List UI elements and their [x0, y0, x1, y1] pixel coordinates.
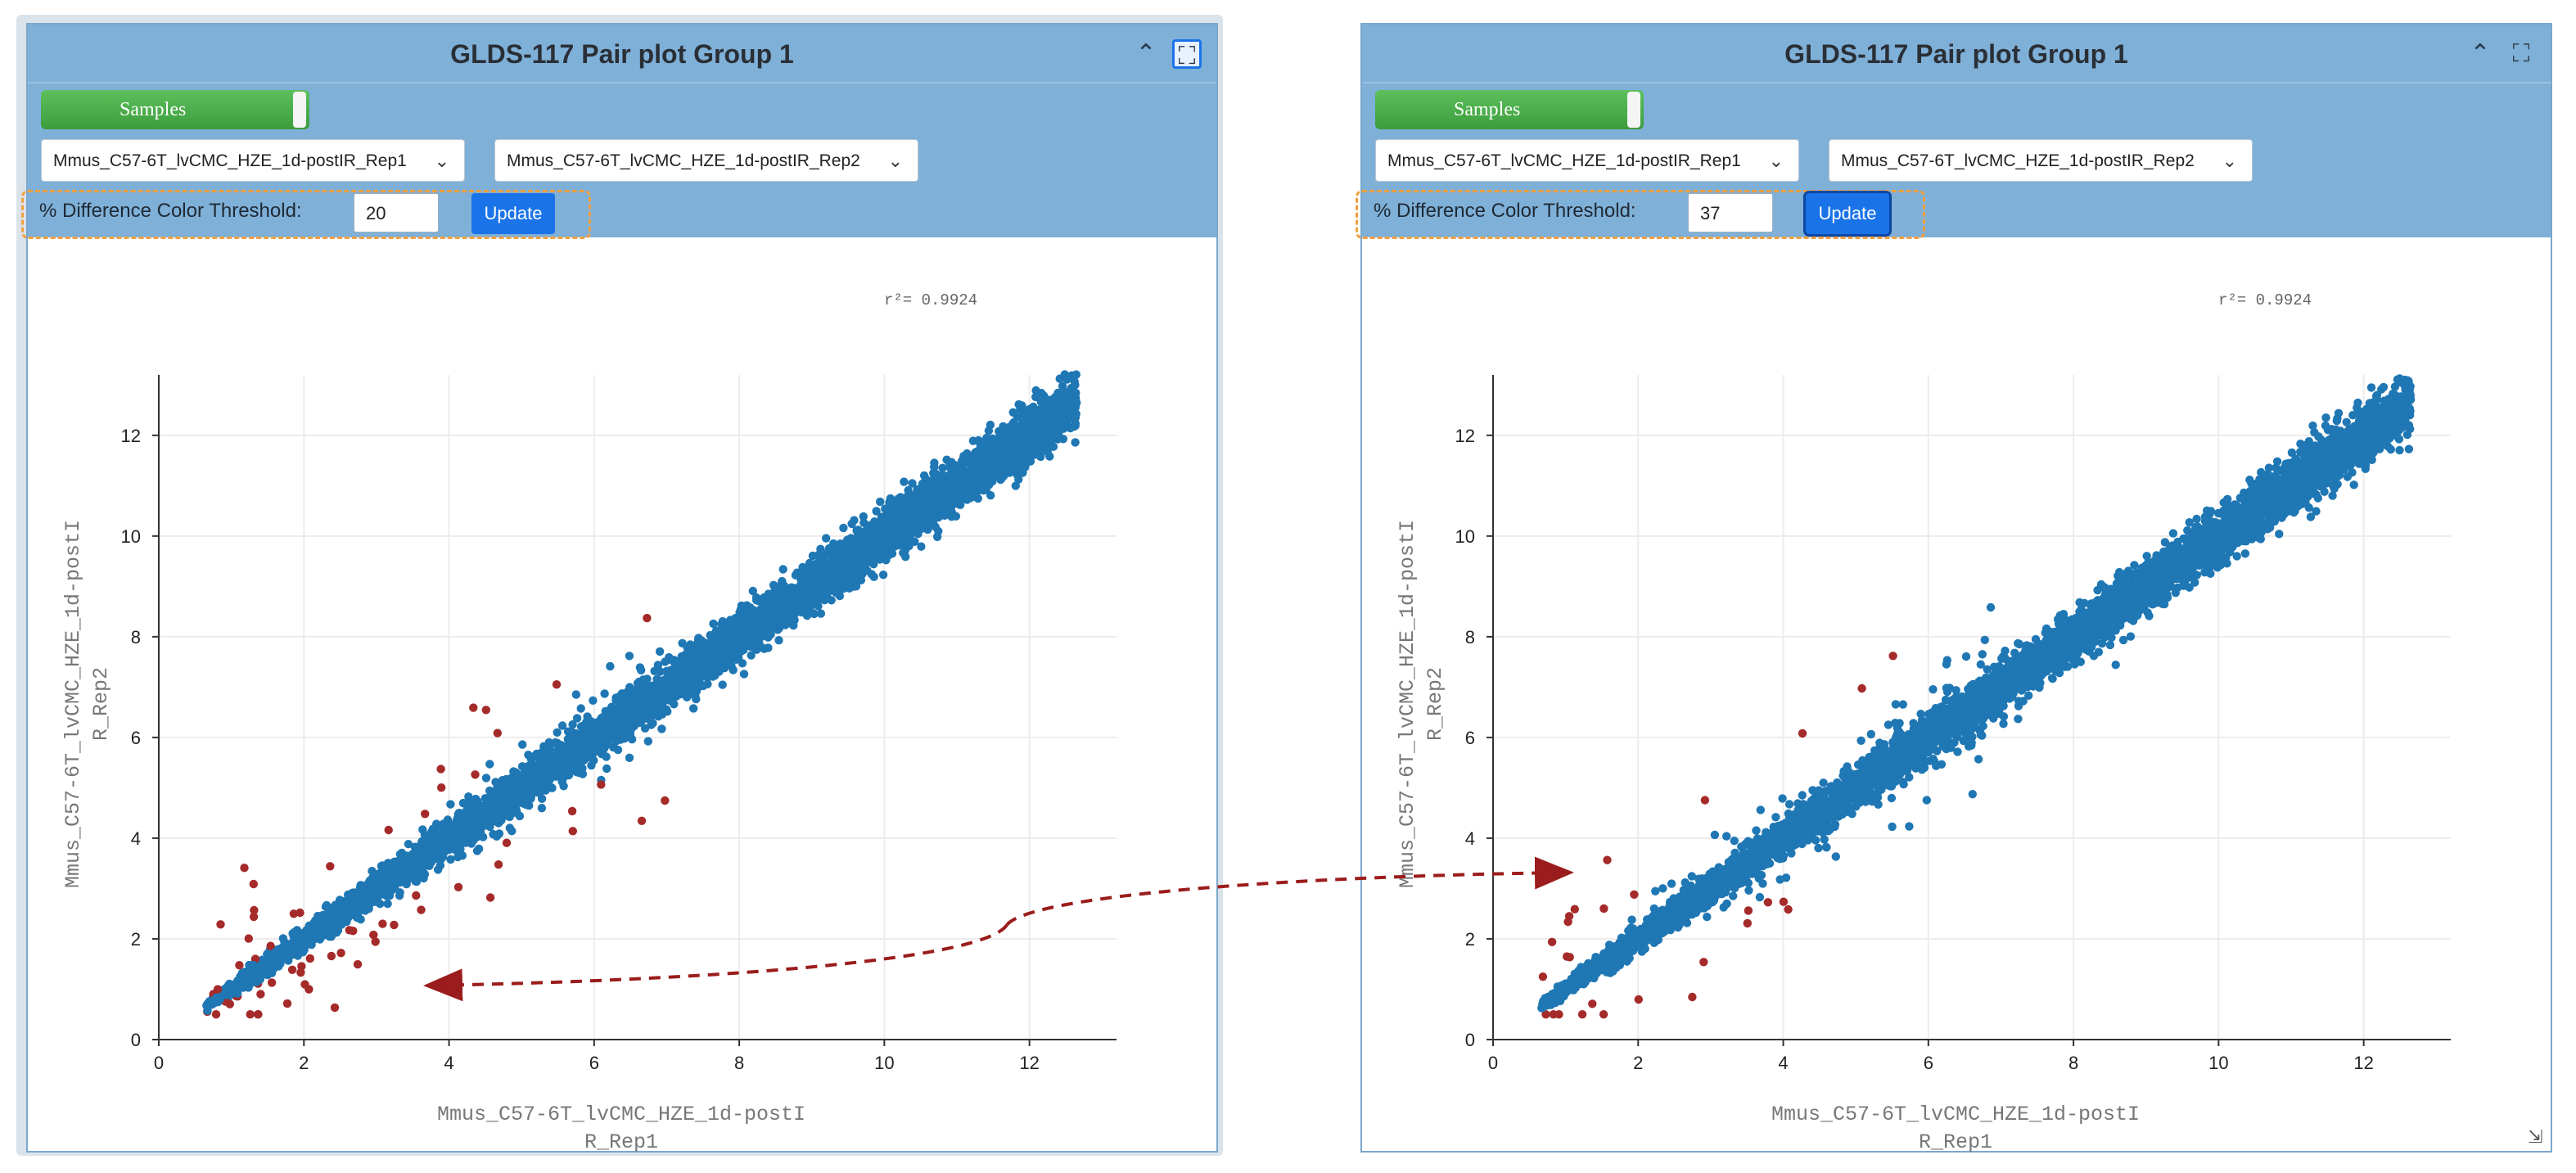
y-tick-label: 12: [121, 426, 141, 446]
r-squared-label: r²= 0.9924: [884, 291, 977, 309]
scatter-point: [769, 580, 778, 589]
y-tick-label: 8: [131, 627, 141, 647]
pair-plot-panel-1: GLDS-117 Pair plot Group 1 ⌃ ⛶ Samples M…: [21, 23, 1218, 1153]
scatter-points: [202, 370, 1081, 1019]
scatter-point: [589, 696, 598, 705]
scatter-point: [576, 704, 585, 713]
scatter-point: [1071, 438, 1080, 447]
threshold-label: % Difference Color Threshold:: [39, 200, 302, 222]
controls-bar: Samples Mmus_C57-6T_lvCMC_HZE_1d-postIR_…: [21, 83, 1216, 239]
x-tick-label: 8: [734, 1053, 744, 1073]
sample-y-select[interactable]: Mmus_C57-6T_lvCMC_HZE_1d-postIR_Rep2 ⌄: [494, 139, 918, 182]
panel-title: GLDS-117 Pair plot Group 1: [450, 39, 794, 69]
sample-x-select[interactable]: Mmus_C57-6T_lvCMC_HZE_1d-postIR_Rep1 ⌄: [41, 139, 465, 182]
sample-x-value: Mmus_C57-6T_lvCMC_HZE_1d-postIR_Rep1: [53, 151, 407, 170]
scatter-point: [249, 912, 259, 922]
x-tick-label: 12: [1019, 1053, 1039, 1073]
panel-header: GLDS-117 Pair plot Group 1 ⌃ ⛶: [28, 25, 1216, 83]
scatter-plot: 0 2 4 6 8 10 12 0 2 4 6 8 10 12 r²= 0.9924 Mmus_C57-6T_…: [61, 291, 1117, 1153]
chevron-down-icon: ⌄: [434, 151, 449, 171]
y-tick-label: 2: [131, 929, 141, 950]
scatter-point: [602, 764, 611, 774]
scatter-point: [485, 760, 494, 769]
y-tick-label: 0: [131, 1030, 141, 1050]
x-tick-label: 4: [444, 1053, 453, 1073]
scatter-point: [568, 720, 577, 729]
update-button[interactable]: Update: [471, 193, 555, 234]
scatter-point: [917, 542, 926, 551]
y-tick-label: 10: [121, 526, 141, 547]
threshold-input[interactable]: 20: [354, 193, 439, 232]
y-axis-label-line2: R_Rep2: [89, 667, 113, 741]
toggle-knob[interactable]: [293, 92, 306, 128]
x-axis-label: Mmus_C57-6T_lvCMC_HZE_1d-postI: [437, 1103, 805, 1126]
scatter-point: [349, 927, 358, 936]
samples-toggle[interactable]: Samples: [41, 90, 309, 129]
chevron-down-icon: ⌄: [887, 151, 903, 171]
x-tick-label: 10: [874, 1053, 894, 1073]
x-axis-label-line2: R_Rep1: [584, 1130, 658, 1153]
y-tick-label: 4: [131, 828, 141, 849]
scatter-point: [421, 810, 430, 819]
samples-toggle-label: Samples: [120, 99, 187, 120]
chevron-up-icon[interactable]: ⌃: [1135, 40, 1157, 67]
x-tick-label: 0: [154, 1053, 164, 1073]
threshold-highlight: [21, 190, 591, 239]
y-tick-label: 6: [131, 728, 141, 748]
x-tick-label: 2: [299, 1053, 309, 1073]
expand-icon[interactable]: ⛶: [1172, 39, 1202, 70]
scatter-point: [625, 652, 634, 661]
y-axis-label: Mmus_C57-6T_lvCMC_HZE_1d-postI: [61, 520, 85, 888]
sample-y-value: Mmus_C57-6T_lvCMC_HZE_1d-postIR_Rep2: [507, 151, 860, 170]
x-tick-label: 6: [589, 1053, 599, 1073]
left-panel-frame: GLDS-117 Pair plot Group 1 ⌃ ⛶ Samples M…: [16, 15, 1223, 1156]
scatter-point: [481, 706, 490, 715]
